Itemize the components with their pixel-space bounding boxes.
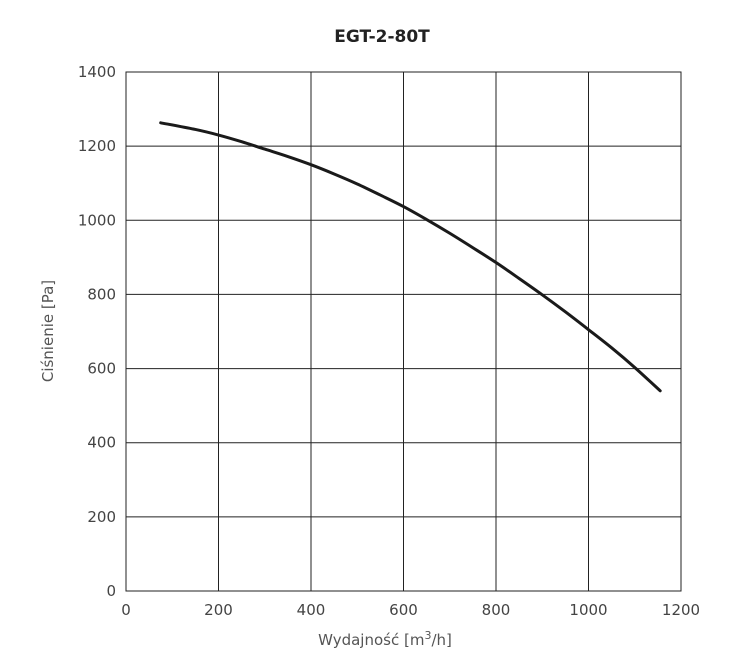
y-axis-ticks: 0 200 400 600 800 1000 1200 1400 <box>78 63 116 600</box>
plot-frame <box>125 71 682 592</box>
x-axis-ticks: 0 200 400 600 800 1000 1200 <box>121 601 700 619</box>
x-axis-label: Wydajność [m3/h] <box>318 629 452 649</box>
y-tick-label: 1400 <box>78 63 116 81</box>
x-axis-label-base: Wydajność [m <box>318 631 424 649</box>
y-tick-label: 600 <box>87 360 116 378</box>
y-tick-label: 200 <box>87 508 116 526</box>
grid <box>125 71 682 592</box>
x-tick-label: 800 <box>482 601 511 619</box>
x-axis-label-tail: /h] <box>431 631 451 649</box>
y-tick-label: 400 <box>87 434 116 452</box>
y-tick-label: 0 <box>106 582 116 600</box>
y-tick-label: 800 <box>87 285 116 303</box>
y-tick-label: 1200 <box>78 137 116 155</box>
x-tick-label: 400 <box>297 601 326 619</box>
chart-title: EGT-2-80T <box>334 27 430 47</box>
y-tick-label: 1000 <box>78 211 116 229</box>
x-tick-label: 0 <box>121 601 131 619</box>
series-line <box>159 121 662 393</box>
x-axis-label-superscript: 3 <box>424 629 431 642</box>
x-tick-label: 600 <box>389 601 418 619</box>
x-tick-label: 200 <box>204 601 233 619</box>
x-tick-label: 1000 <box>569 601 607 619</box>
y-axis-label: Ciśnienie [Pa] <box>39 280 57 382</box>
x-tick-label: 1200 <box>662 601 700 619</box>
